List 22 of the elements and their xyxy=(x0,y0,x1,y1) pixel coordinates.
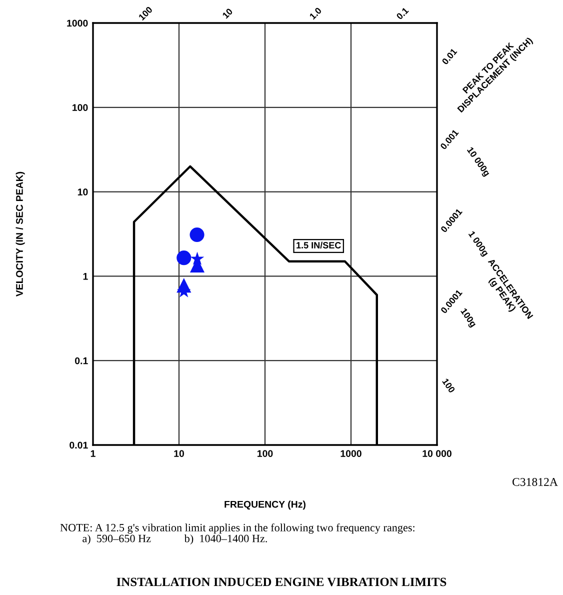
y-tick-label: 0.1 xyxy=(75,357,88,364)
y-tick-label: 0.01 xyxy=(70,442,88,449)
x-tick-label: 10 000 xyxy=(422,450,452,457)
y-axis-title: VELOCITY (IN / SEC PEAK) xyxy=(16,172,25,297)
text: C31812A xyxy=(512,478,558,486)
x-tick-label: 1 xyxy=(90,450,96,457)
text: 100 xyxy=(442,378,456,394)
x-tick-label: 10 xyxy=(174,450,184,457)
y-tick-label: 10 xyxy=(78,188,88,196)
y-tick-label: 100 xyxy=(72,104,88,112)
y-tick-label: 1000 xyxy=(67,20,88,27)
text: 10 xyxy=(222,8,234,19)
y-tick-label: 1 xyxy=(83,273,88,280)
text: 1.0 xyxy=(309,7,322,20)
x-tick-label: 1000 xyxy=(340,450,362,457)
text: 0.1 xyxy=(396,6,409,20)
text: NOTE: A 12.5 g's vibration limit applies in the following two frequency ranges: a) 590–650 Hz b) 1040–1400 Hz. xyxy=(60,523,414,545)
x-axis-title: FREQUENCY (Hz) xyxy=(224,500,306,510)
text: INSTALLATION INDUCED ENGINE VIBRATION LIMITS xyxy=(116,578,446,586)
x-tick-label: 100 xyxy=(258,450,273,457)
text: 100 xyxy=(138,6,153,21)
annotation: 1.5 IN/SEC xyxy=(296,242,341,249)
